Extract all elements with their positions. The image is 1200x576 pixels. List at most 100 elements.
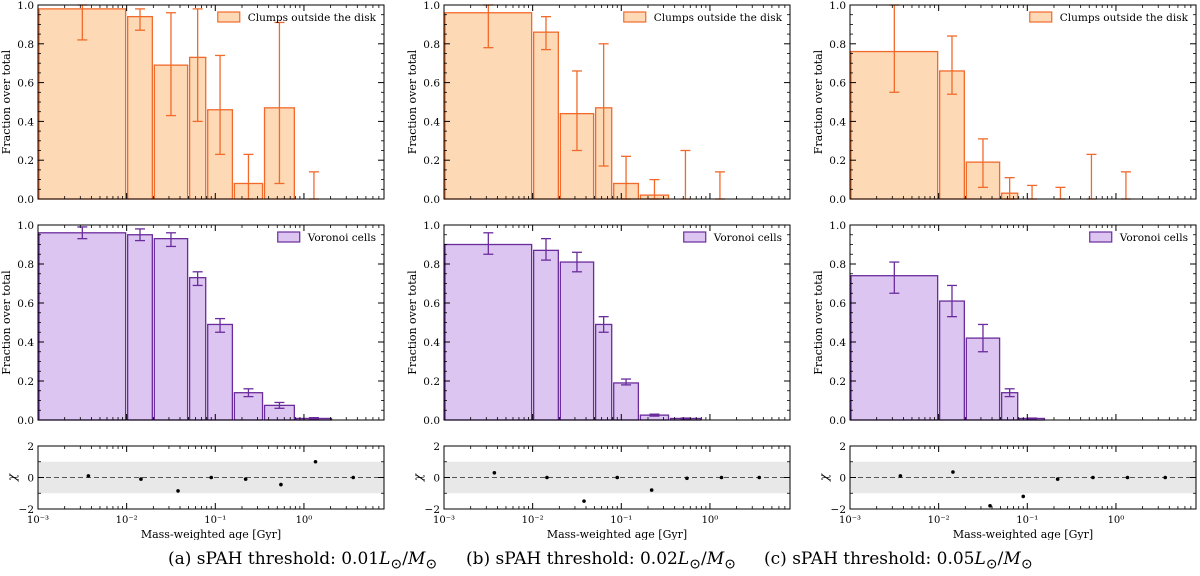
chi-point bbox=[86, 474, 91, 478]
chi-point bbox=[1021, 494, 1026, 499]
legend-swatch bbox=[1089, 231, 1113, 243]
y-axis-label-chi: χ bbox=[411, 473, 425, 482]
y-tick-label: −2 bbox=[425, 504, 440, 516]
y-tick-label: 0.8 bbox=[17, 259, 34, 271]
y-tick-label: 0 bbox=[27, 473, 34, 485]
y-tick-label: 0.6 bbox=[423, 298, 440, 310]
voronoi-bar bbox=[126, 234, 153, 421]
y-tick-label: −2 bbox=[19, 504, 34, 516]
y-tick-label: 0.4 bbox=[829, 116, 846, 128]
figure: Clumps outside the disk 0.0 0.2 0.4 0.6 0.8 1.… bbox=[0, 0, 1197, 541]
chi-point bbox=[649, 488, 654, 492]
legend-swatch bbox=[217, 11, 241, 23]
caption-symbol: ⊙ bbox=[390, 556, 403, 573]
caption-symbol: / bbox=[701, 549, 707, 569]
y-tick-label: 0.0 bbox=[423, 194, 440, 206]
y-tick-label: 1.0 bbox=[423, 0, 440, 12]
chi-point bbox=[209, 475, 214, 480]
y-tick-label: 0.0 bbox=[423, 415, 440, 427]
caption-symbol: M bbox=[408, 549, 426, 569]
caption-symbol: L bbox=[379, 549, 391, 569]
x-tick-label: 10⁰ bbox=[296, 515, 313, 526]
y-tick-label: 2 bbox=[433, 441, 440, 453]
clumps-bar bbox=[126, 15, 153, 200]
x-tick-label: 10⁻³ bbox=[839, 515, 861, 526]
legend-swatch bbox=[683, 231, 707, 243]
chi-point bbox=[1125, 475, 1130, 480]
voronoi-bar bbox=[532, 249, 559, 421]
voronoi-bar bbox=[850, 275, 939, 421]
y-tick-label: 0.8 bbox=[829, 259, 846, 271]
voronoi-bar bbox=[153, 237, 189, 421]
chi-point bbox=[685, 476, 689, 481]
voronoi-bar bbox=[444, 243, 533, 421]
y-tick-label: 2 bbox=[27, 441, 34, 453]
x-tick-label: 10⁻¹ bbox=[204, 515, 226, 526]
chi-point bbox=[545, 475, 549, 480]
y-tick-label: 0.2 bbox=[829, 376, 846, 388]
chi-point bbox=[139, 477, 143, 481]
y-tick-label: 0.8 bbox=[829, 39, 846, 51]
x-tick-label: 10⁻³ bbox=[433, 515, 455, 526]
chi-point bbox=[243, 477, 248, 481]
chi-point bbox=[351, 475, 356, 480]
y-tick-label: 0.2 bbox=[423, 155, 440, 167]
y-tick-label: 0.8 bbox=[423, 259, 440, 271]
x-tick-label: 10⁰ bbox=[702, 515, 719, 526]
voronoi-bar bbox=[207, 323, 234, 421]
y-tick-label: 0.4 bbox=[17, 337, 34, 349]
chi-point bbox=[1163, 475, 1168, 480]
caption-symbol: M bbox=[706, 549, 725, 569]
y-tick-label: 0.8 bbox=[423, 39, 440, 51]
y-tick-label: 1.0 bbox=[17, 220, 34, 232]
legend-label: Voronoi cells bbox=[307, 232, 376, 244]
caption-text: (c) sPAH threshold: 0.05 bbox=[764, 549, 975, 569]
x-tick-label: 10⁻³ bbox=[27, 515, 49, 526]
y-tick-label: 0 bbox=[433, 473, 440, 485]
y-axis-label: Fraction over total bbox=[0, 270, 13, 375]
chi-point bbox=[615, 475, 620, 480]
legend-label: Clumps outside the disk bbox=[1060, 12, 1189, 24]
y-tick-label: 0.4 bbox=[423, 116, 440, 128]
y-tick-label: 0.0 bbox=[17, 194, 34, 206]
y-tick-label: 0.6 bbox=[423, 78, 440, 90]
y-axis-label: Fraction over total bbox=[406, 49, 419, 154]
clumps-bar bbox=[532, 31, 559, 200]
y-axis-label-chi: χ bbox=[817, 473, 831, 482]
y-axis-label: Fraction over total bbox=[812, 270, 825, 375]
voronoi-bar bbox=[38, 232, 127, 421]
caption-symbol: ⊙ bbox=[689, 556, 702, 573]
y-axis-label: Fraction over total bbox=[0, 49, 13, 154]
x-tick-label: 10⁻¹ bbox=[1016, 515, 1038, 526]
chi-point bbox=[898, 474, 903, 478]
y-tick-label: 0.2 bbox=[17, 376, 34, 388]
chi-point bbox=[1055, 477, 1060, 481]
legend-swatch bbox=[623, 11, 647, 23]
y-axis-label: Fraction over total bbox=[406, 270, 419, 375]
chi-point bbox=[492, 470, 497, 475]
y-tick-label: 0.0 bbox=[829, 194, 846, 206]
caption-symbol: L bbox=[974, 549, 986, 569]
y-tick-label: 0.6 bbox=[17, 78, 34, 90]
y-tick-label: 0.2 bbox=[17, 155, 34, 167]
chi-point bbox=[1091, 475, 1095, 480]
x-axis-label: Mass-weighted age [Gyr] bbox=[953, 528, 1093, 540]
legend-swatch bbox=[277, 231, 301, 243]
y-tick-label: 0.2 bbox=[423, 376, 440, 388]
y-tick-label: 0.0 bbox=[829, 415, 846, 427]
caption-symbol: ⊙ bbox=[425, 556, 438, 573]
y-tick-label: 0.6 bbox=[17, 298, 34, 310]
y-axis-label: Fraction over total bbox=[812, 49, 825, 154]
y-tick-label: 0.4 bbox=[423, 337, 440, 349]
caption-c: (c) sPAH threshold: 0.05L⊙/M⊙ bbox=[764, 549, 1033, 572]
y-tick-label: 1.0 bbox=[423, 220, 440, 232]
y-tick-label: 2 bbox=[839, 441, 846, 453]
y-tick-label: 0.0 bbox=[17, 415, 34, 427]
y-tick-label: 0.6 bbox=[829, 78, 846, 90]
caption-symbol: ⊙ bbox=[1020, 556, 1033, 573]
caption-symbol: ⊙ bbox=[985, 556, 998, 573]
legend-label: Clumps outside the disk bbox=[248, 12, 377, 24]
voronoi-bar bbox=[938, 300, 965, 421]
caption-symbol: / bbox=[402, 549, 408, 569]
chi-point bbox=[279, 482, 283, 487]
